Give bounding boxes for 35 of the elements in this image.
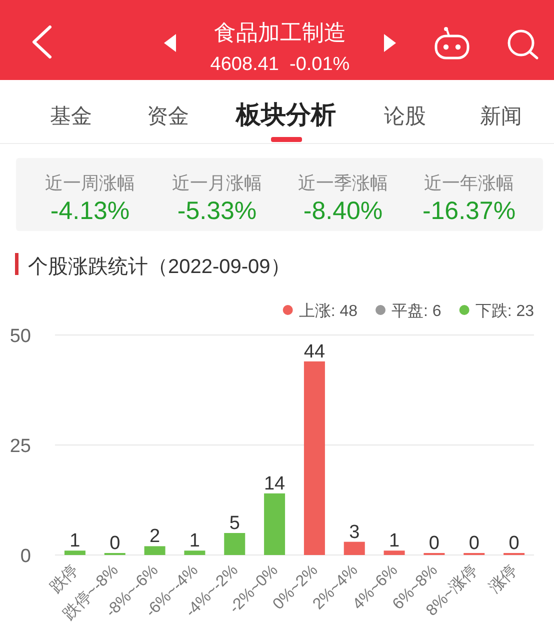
stat-value: -8.40%: [303, 197, 383, 225]
xtick: 涨停: [486, 562, 521, 596]
tab-label: 资金: [147, 105, 189, 128]
legend-text: 平盘: 6: [392, 303, 442, 320]
data-label: 44: [304, 341, 326, 362]
data-label: 0: [428, 533, 440, 554]
ytick: 25: [10, 436, 31, 457]
stat-label: 近一周涨幅: [45, 173, 135, 193]
data-label: 5: [229, 513, 240, 534]
stat-label: 近一季涨幅: [298, 173, 388, 193]
legend-text: 下跌: 23: [475, 303, 534, 320]
tab-label: 论股: [384, 105, 426, 128]
tab-label: 新闻: [480, 105, 522, 128]
legend-text: 上涨: 48: [298, 303, 358, 320]
data-label: 0: [110, 533, 120, 554]
data-label: 1: [389, 530, 400, 552]
data-label: 3: [349, 522, 360, 543]
title: 个股涨跌统计（2022-09-09）: [28, 256, 290, 278]
tab-label: 基金: [50, 105, 92, 128]
stat-value: -4.13%: [50, 197, 130, 225]
data-label: 14: [264, 473, 286, 494]
subtitle: 4608.41 -0.01%: [210, 54, 350, 75]
data-label: 1: [70, 530, 80, 552]
stat-label: 近一月涨幅: [172, 173, 262, 193]
stat-label: 近一年涨幅: [424, 173, 514, 193]
data-label: 1: [189, 530, 200, 552]
data-label: 0: [468, 533, 480, 554]
data-label: 0: [508, 533, 520, 554]
tab-label: 板块分析: [236, 101, 336, 129]
stat-value: -16.37%: [422, 197, 516, 225]
title: 食品加工制造: [214, 20, 346, 45]
ytick: 50: [10, 326, 31, 347]
ytick: 0: [20, 546, 31, 567]
stat-value: -5.33%: [177, 197, 257, 225]
data-label: 2: [150, 526, 160, 548]
